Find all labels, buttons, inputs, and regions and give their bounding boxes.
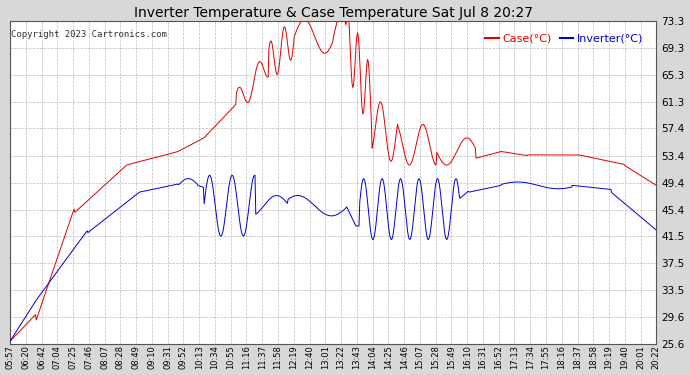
Legend: Case(°C), Inverter(°C): Case(°C), Inverter(°C): [481, 30, 647, 48]
Title: Inverter Temperature & Case Temperature Sat Jul 8 20:27: Inverter Temperature & Case Temperature …: [134, 6, 533, 20]
Text: Copyright 2023 Cartronics.com: Copyright 2023 Cartronics.com: [11, 30, 167, 39]
